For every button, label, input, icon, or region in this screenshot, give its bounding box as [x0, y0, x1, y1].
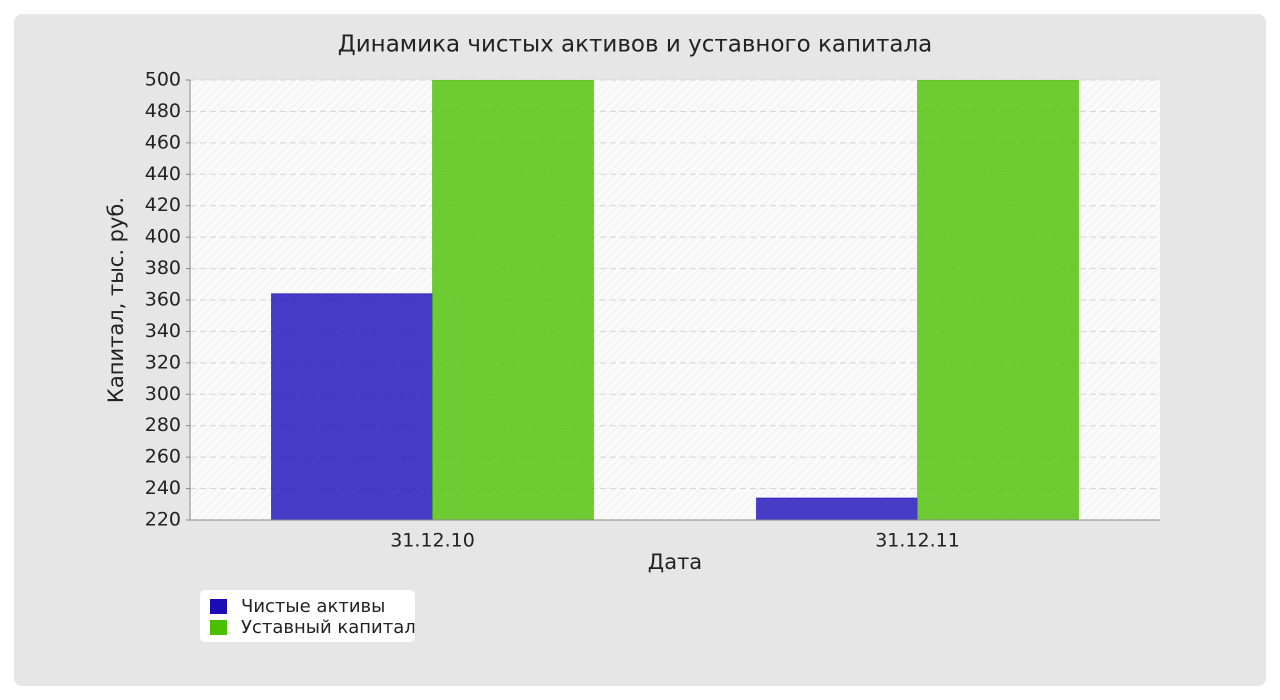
- bar: [432, 80, 595, 520]
- bar: [755, 497, 918, 520]
- y-tick-label: 320: [145, 351, 181, 373]
- y-tick-label: 480: [145, 100, 181, 122]
- y-tick-label: 260: [145, 446, 181, 468]
- y-tick-label: 300: [145, 383, 181, 405]
- y-tick-label: 460: [145, 131, 181, 153]
- y-tick-label: 380: [145, 257, 181, 279]
- y-tick-label: 420: [145, 194, 181, 216]
- y-tick-label: 400: [145, 226, 181, 248]
- legend-label: Уставный капитал: [241, 617, 416, 638]
- y-tick-label: 360: [145, 289, 181, 311]
- bar: [917, 80, 1080, 520]
- chart-title: Динамика чистых активов и уставного капи…: [338, 32, 933, 58]
- y-tick-label: 340: [145, 320, 181, 342]
- y-tick-label: 280: [145, 414, 181, 436]
- x-tick-label: 31.12.11: [875, 530, 960, 552]
- legend-swatch: [210, 599, 227, 614]
- legend-box: [200, 590, 415, 642]
- legend-label: Чистые активы: [241, 596, 385, 617]
- x-axis-label: Дата: [648, 550, 702, 574]
- y-tick-label: 500: [145, 69, 181, 91]
- y-tick-label: 440: [145, 163, 181, 185]
- y-tick-label: 220: [145, 509, 181, 531]
- y-axis-label: Капитал, тыс. руб.: [104, 197, 128, 403]
- x-tick-label: 31.12.10: [390, 530, 475, 552]
- bars: [270, 80, 1080, 520]
- legend-swatch: [210, 620, 227, 635]
- bar: [270, 293, 434, 520]
- y-tick-label: 240: [145, 477, 181, 499]
